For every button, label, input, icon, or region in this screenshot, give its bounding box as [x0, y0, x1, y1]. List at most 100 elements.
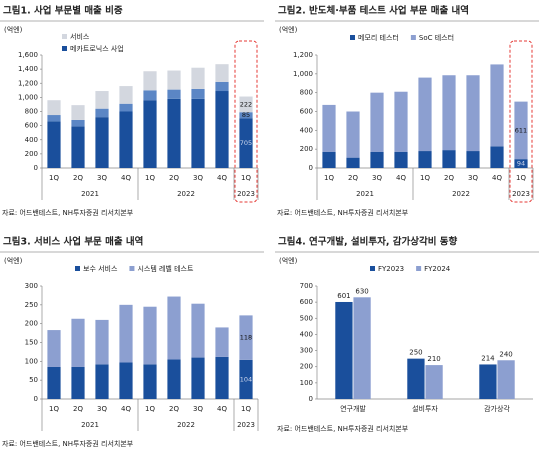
data-label: 85	[242, 111, 250, 119]
x-tick-label: 4Q	[121, 405, 131, 413]
data-label: 630	[355, 287, 368, 295]
x-tick-label: 4Q	[492, 174, 502, 182]
y-tick-label: 400	[25, 136, 38, 144]
y-tick-label: 200	[300, 363, 313, 371]
bar-segment	[215, 81, 229, 92]
x-tick-label: 3Q	[97, 405, 107, 413]
bar-segment	[442, 75, 456, 151]
chart-title: 그림1. 사업 부문별 매출 비중	[3, 5, 123, 17]
legend-swatch	[350, 35, 355, 40]
y-tick-label: 1,200	[18, 79, 38, 87]
legend-swatch	[370, 266, 375, 271]
bar	[479, 364, 497, 399]
bar-segment	[95, 108, 109, 118]
bar-segment	[95, 319, 109, 365]
x-tick-label: 3Q	[193, 174, 203, 182]
y-tick-label: 100	[300, 379, 313, 387]
legend-swatch	[62, 34, 67, 39]
data-label: 222	[240, 100, 252, 108]
y-tick-label: 250	[25, 301, 38, 309]
x-tick-label: 감가상각	[484, 404, 510, 413]
bar-segment	[239, 112, 253, 119]
bar-segment	[239, 118, 253, 168]
bar-segment	[47, 121, 61, 168]
y-tick-label: 0	[309, 395, 313, 403]
bar-segment	[119, 86, 133, 104]
legend-swatch	[62, 46, 67, 51]
x-tick-label: 1Q	[241, 405, 251, 413]
x-tick-label: 1Q	[145, 174, 155, 182]
bar-segment	[119, 111, 133, 168]
x-tick-label: 1Q	[516, 174, 526, 182]
y-tick-label: 500	[300, 314, 313, 322]
bar-segment	[239, 315, 253, 360]
bar-segment	[191, 67, 205, 89]
x-tick-label: 2Q	[348, 174, 358, 182]
bar-segment	[418, 151, 432, 168]
y-tick-label: 400	[300, 330, 313, 338]
x-tick-label: 1Q	[420, 174, 430, 182]
x-tick-label: 1Q	[145, 405, 155, 413]
bar-segment	[95, 117, 109, 168]
bar-segment	[490, 64, 504, 147]
bar-segment	[167, 296, 181, 360]
legend-label: FY2023	[378, 265, 404, 273]
bar-segment	[442, 150, 456, 168]
bar-segment	[143, 364, 157, 399]
data-label: 250	[409, 349, 422, 357]
y-tick-label: 1,000	[18, 93, 38, 101]
bar-segment	[370, 151, 384, 168]
source: 자료: 어드밴테스트, NH투자증권 리서치본부	[2, 208, 134, 217]
data-label: 601	[337, 292, 350, 300]
x-tick-label: 1Q	[241, 174, 251, 182]
y-tick-label: 600	[300, 298, 313, 306]
bar-segment	[191, 357, 205, 399]
bar-segment	[215, 91, 229, 168]
x-tick-label: 3Q	[193, 405, 203, 413]
bar-segment	[191, 98, 205, 168]
bar-segment	[119, 362, 133, 399]
y-tick-label: 200	[300, 145, 313, 153]
bar-segment	[239, 96, 253, 113]
bar-segment	[418, 77, 432, 152]
legend-label: 보수 서비스	[83, 264, 118, 273]
x-tick-label: 설비투자	[412, 404, 438, 413]
bar-segment	[167, 98, 181, 168]
bar-segment	[143, 306, 157, 365]
legend-label: 메모리 테스터	[358, 33, 399, 42]
bar-segment	[119, 103, 133, 112]
bar-segment	[143, 71, 157, 91]
bar-segment	[95, 91, 109, 109]
bar-segment	[191, 88, 205, 99]
x-tick-label: 2Q	[169, 174, 179, 182]
bar-segment	[215, 64, 229, 82]
data-label: 611	[515, 126, 527, 134]
x-tick-label: 3Q	[372, 174, 382, 182]
unit-label: (억엔)	[4, 256, 23, 265]
y-tick-label: 400	[300, 126, 313, 134]
bar-segment	[167, 70, 181, 90]
y-tick-label: 300	[300, 347, 313, 355]
y-tick-label: 50	[29, 376, 38, 384]
unit-label: (억엔)	[279, 25, 298, 34]
source: 자료: 어드밴테스트, NH투자증권 리서치본부	[2, 439, 134, 448]
unit-label: (억엔)	[279, 256, 298, 265]
x-tick-label: 2Q	[169, 405, 179, 413]
y-tick-label: 200	[25, 320, 38, 328]
bar-segment	[95, 364, 109, 399]
data-label: 214	[481, 354, 495, 362]
data-label: 118	[240, 334, 252, 342]
bar-segment	[394, 151, 408, 168]
data-label: 104	[240, 375, 252, 383]
bar	[497, 360, 515, 399]
bar-segment	[466, 75, 480, 152]
bar-segment	[71, 126, 85, 168]
bar-segment	[143, 90, 157, 101]
group-label: 2021	[81, 421, 99, 429]
x-tick-label: 4Q	[217, 174, 227, 182]
x-tick-label: 2Q	[444, 174, 454, 182]
bar	[425, 365, 443, 399]
bar-segment	[239, 359, 253, 399]
data-label: 94	[517, 160, 525, 168]
highlight-box	[509, 40, 533, 203]
